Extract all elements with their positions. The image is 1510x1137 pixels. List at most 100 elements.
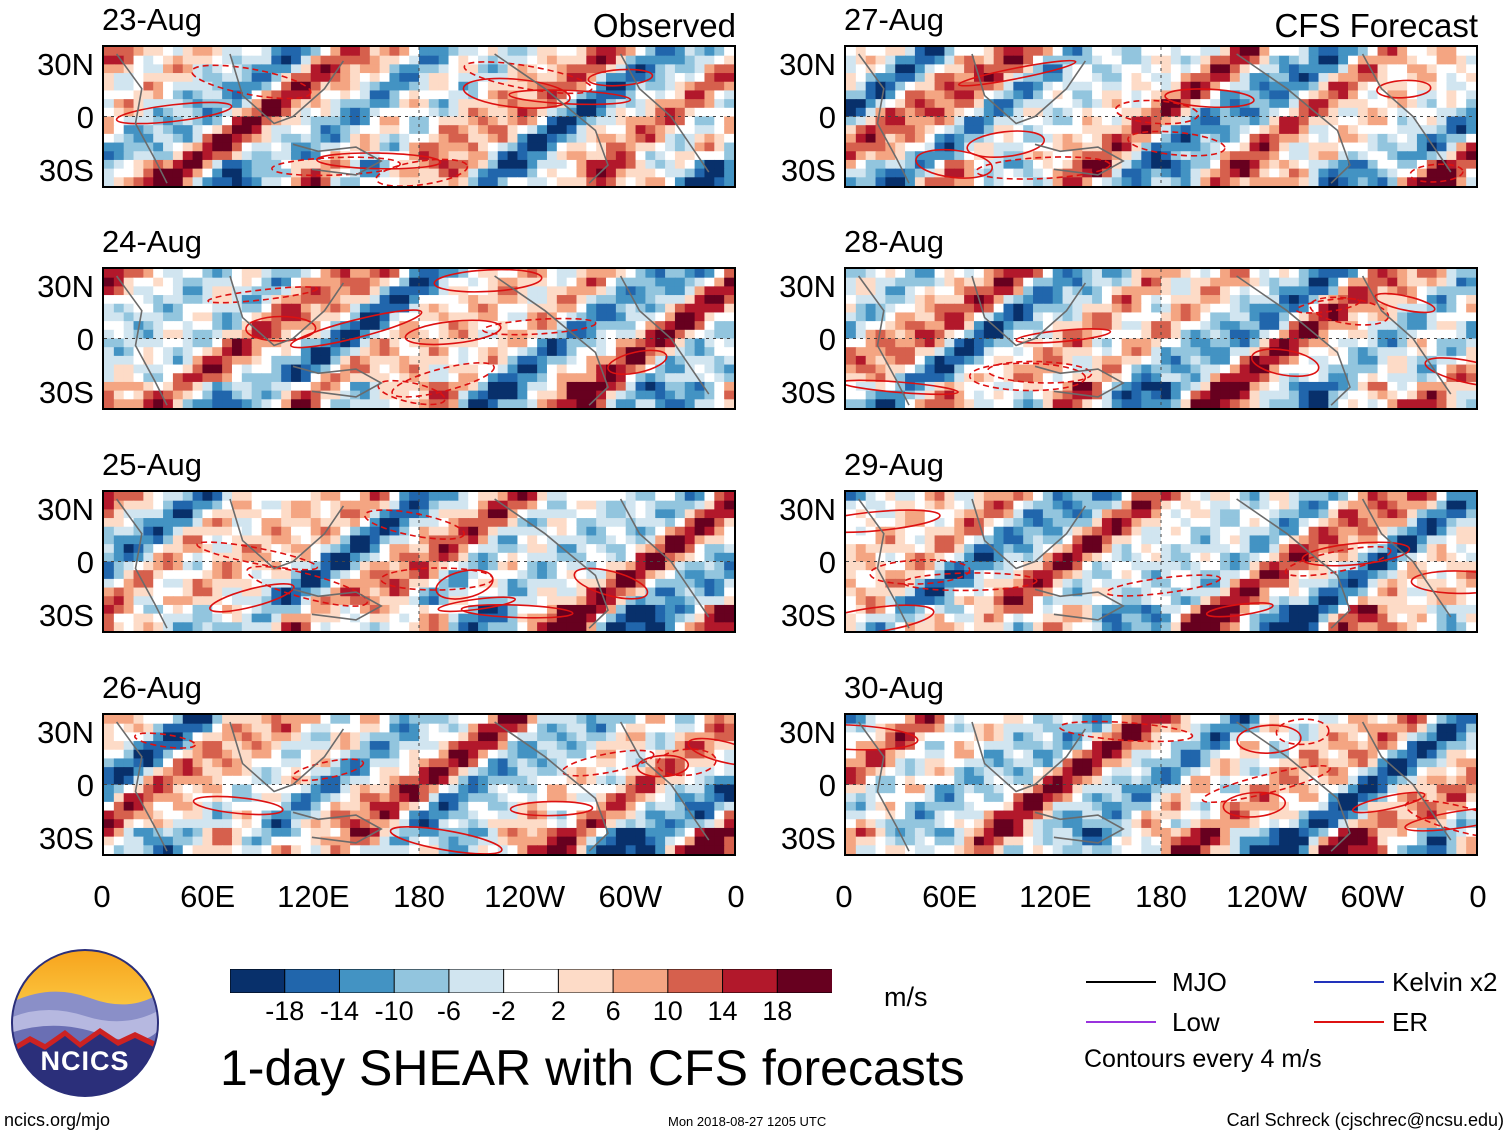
heatmap-cell — [507, 587, 519, 597]
heatmap-cell — [1220, 81, 1231, 92]
heatmap-cell — [320, 347, 331, 357]
heatmap-cell — [212, 810, 223, 820]
heatmap-cell — [546, 142, 558, 152]
heatmap-cell — [379, 55, 391, 65]
heatmap-cell — [1210, 99, 1221, 109]
heatmap-cell — [359, 55, 371, 65]
heatmap-cell — [606, 142, 617, 152]
heatmap-cell — [320, 784, 331, 794]
heatmap-cell — [566, 596, 578, 606]
heatmap-cell — [419, 107, 430, 118]
lat-tick-label: 30S — [38, 153, 94, 188]
heatmap-cell — [350, 329, 361, 340]
heatmap-cell — [202, 819, 213, 829]
heatmap-cell — [212, 526, 223, 537]
heatmap-cell — [104, 845, 115, 854]
heatmap-cell — [369, 73, 381, 83]
heatmap-cell — [1062, 99, 1073, 109]
heatmap-cell — [655, 492, 666, 502]
heatmap-cell — [468, 133, 479, 144]
heatmap-cell — [1308, 133, 1320, 144]
heatmap-cell — [359, 159, 371, 170]
heatmap-cell — [438, 107, 450, 118]
heatmap-cell — [724, 552, 734, 563]
heatmap-cell — [635, 570, 646, 580]
heatmap-cell — [846, 90, 857, 100]
heatmap-cell — [546, 561, 558, 571]
heatmap-cell — [241, 347, 253, 357]
heatmap-cell — [241, 329, 253, 340]
heatmap-cell — [1308, 55, 1320, 65]
heatmap-cell — [104, 715, 115, 725]
heatmap-cell — [212, 509, 223, 519]
heatmap-cell — [330, 793, 341, 803]
heatmap-cell — [458, 312, 469, 322]
heatmap-cell — [251, 604, 263, 615]
heatmap-cell — [507, 732, 519, 742]
heatmap-cell — [875, 151, 886, 161]
heatmap-cell — [379, 723, 391, 733]
heatmap-cell — [153, 142, 164, 152]
heatmap-cell — [934, 64, 946, 74]
heatmap-cell — [222, 347, 233, 357]
heatmap-cell — [655, 784, 666, 794]
heatmap-cell — [615, 142, 627, 152]
heatmap-cell — [399, 793, 410, 803]
heatmap-cell — [330, 732, 341, 742]
heatmap-cell — [163, 177, 174, 186]
heatmap-cell — [1042, 107, 1054, 118]
heatmap-cell — [1328, 73, 1339, 83]
lat-tick-label: 30S — [38, 821, 94, 856]
heatmap-cell — [645, 177, 656, 186]
heatmap-cell — [1426, 116, 1438, 126]
heatmap-cell — [448, 277, 459, 287]
heatmap-cell — [507, 159, 519, 170]
heatmap-cell — [379, 500, 391, 510]
heatmap-cell — [905, 125, 916, 135]
heatmap-cell — [202, 544, 213, 554]
heatmap-cell — [566, 269, 578, 279]
heatmap-cell — [113, 741, 125, 751]
heatmap-cell — [448, 578, 459, 589]
heatmap-cell — [665, 810, 676, 820]
heatmap-cell — [389, 827, 400, 838]
heatmap-cell — [665, 845, 676, 854]
heatmap-cell — [340, 578, 351, 589]
heatmap-cell — [704, 784, 715, 794]
heatmap-cell — [1190, 125, 1201, 135]
heatmap-cell — [104, 526, 115, 537]
heatmap-cell — [428, 73, 440, 83]
heatmap-cell — [527, 845, 538, 854]
heatmap-cell — [212, 55, 223, 65]
heatmap-cell — [694, 90, 706, 100]
heatmap-cell — [478, 303, 489, 314]
heatmap-cell — [1338, 64, 1349, 74]
heatmap-cell — [596, 526, 607, 537]
heatmap-cell — [674, 90, 686, 100]
heatmap-cell — [123, 819, 135, 829]
heatmap-cell — [340, 347, 351, 357]
heatmap-cell — [507, 784, 519, 794]
heatmap-cell — [369, 133, 381, 144]
heatmap-cell — [546, 399, 558, 408]
heatmap-cell — [655, 715, 666, 725]
heatmap-cell — [182, 587, 194, 597]
heatmap-cell — [694, 500, 706, 510]
heatmap-cell — [606, 338, 617, 348]
heatmap-cell — [153, 347, 164, 357]
heatmap-cell — [993, 73, 1005, 83]
heatmap-cell — [251, 81, 263, 92]
heatmap-cell — [202, 741, 213, 751]
heatmap-cell — [133, 277, 144, 287]
heatmap-cell — [537, 604, 548, 615]
heatmap-cell — [241, 355, 253, 366]
heatmap-cell — [212, 329, 223, 340]
heatmap-cell — [478, 819, 489, 829]
heatmap-cell — [281, 544, 292, 554]
heatmap-cell — [674, 801, 686, 812]
heatmap-cell — [281, 381, 292, 392]
heatmap-cell — [182, 561, 194, 571]
heatmap-cell — [291, 715, 302, 725]
heatmap-cell — [606, 827, 617, 838]
heatmap-cell — [606, 355, 617, 366]
